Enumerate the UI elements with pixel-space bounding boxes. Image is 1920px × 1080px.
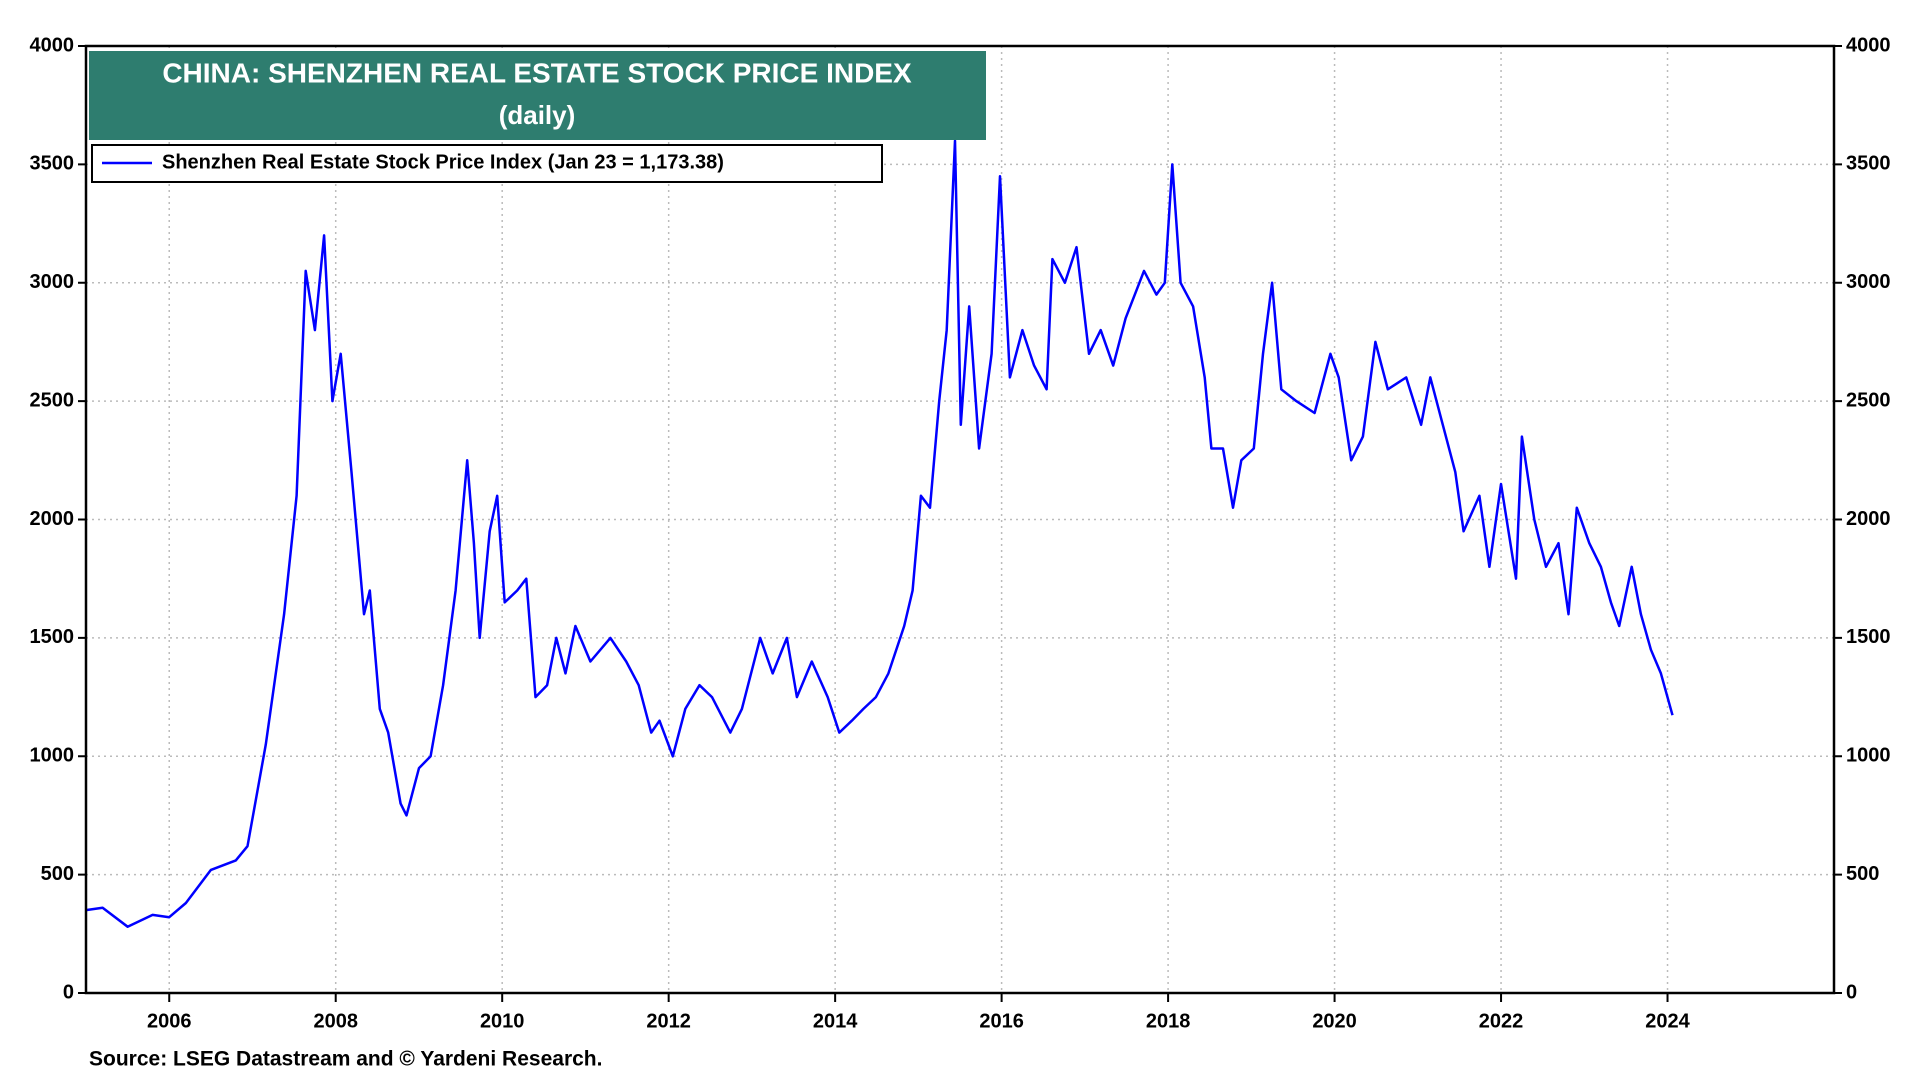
- x-tick-label: 2012: [646, 1010, 691, 1032]
- x-tick-label: 2016: [979, 1010, 1024, 1032]
- y2-tick-label: 1500: [1846, 626, 1891, 648]
- y2-tick-label: 3500: [1846, 153, 1891, 175]
- y-tick-label: 1000: [30, 745, 75, 767]
- legend: [91, 144, 883, 183]
- y2-tick-label: 2500: [1846, 389, 1891, 411]
- x-tick-label: 2010: [480, 1010, 525, 1032]
- legend-label: Shenzhen Real Estate Stock Price Index (…: [162, 151, 724, 173]
- y-tick-label: 4000: [30, 34, 75, 56]
- title-box: [89, 51, 986, 140]
- chart-title: CHINA: SHENZHEN REAL ESTATE STOCK PRICE …: [162, 57, 912, 88]
- y2-tick-label: 0: [1846, 981, 1857, 1003]
- plot-frame: [84, 44, 1836, 995]
- y2-tick-label: 4000: [1846, 34, 1891, 56]
- y2-tick-label: 2000: [1846, 508, 1891, 530]
- y2-tick-label: 3000: [1846, 271, 1891, 293]
- source-note: Source: LSEG Datastream and © Yardeni Re…: [89, 1048, 602, 1071]
- y-tick-label: 2000: [30, 508, 75, 530]
- x-tick-label: 2018: [1146, 1010, 1191, 1032]
- x-tick-label: 2022: [1479, 1010, 1524, 1032]
- y-tick-label: 0: [63, 981, 74, 1003]
- y-tick-label: 500: [41, 863, 74, 885]
- series-layer: [85, 139, 1674, 928]
- y-tick-label: 3000: [30, 271, 75, 293]
- x-tick-label: 2020: [1312, 1010, 1357, 1032]
- x-tick-label: 2006: [147, 1010, 192, 1032]
- chart-subtitle: (daily): [499, 100, 576, 130]
- plot-area: [86, 46, 1834, 993]
- y2-tick-label: 500: [1846, 863, 1879, 885]
- x-tick-label: 2014: [813, 1010, 858, 1032]
- x-tick-label: 2024: [1645, 1010, 1690, 1032]
- x-tick-label: 2008: [313, 1010, 358, 1032]
- series-line: [85, 139, 1674, 928]
- grid: 0 0 500 500 1000 1000 1500 1500 2000 2000 2500 2500…: [30, 34, 1891, 1032]
- y-tick-label: 2500: [30, 389, 75, 411]
- y-tick-label: 3500: [30, 153, 75, 175]
- y2-tick-label: 1000: [1846, 745, 1891, 767]
- y-tick-label: 1500: [30, 626, 75, 648]
